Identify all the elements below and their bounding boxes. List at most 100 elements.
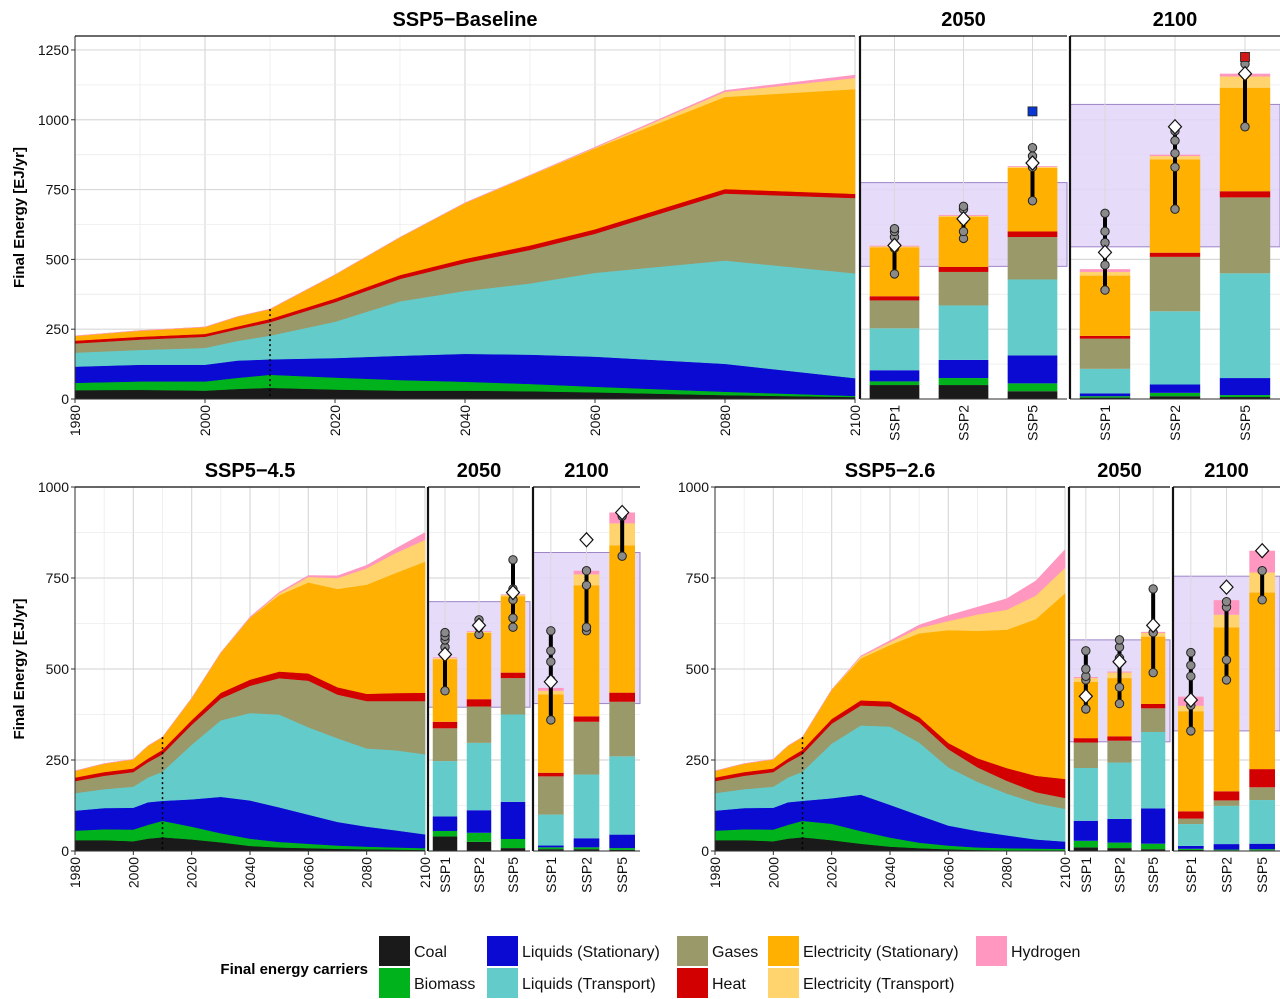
- x-tick-label: 2060: [300, 857, 316, 888]
- bar-heat: [432, 721, 458, 729]
- bar-liq_stat: [573, 838, 600, 848]
- bar-liq_stat: [537, 845, 564, 848]
- bar-coal: [1007, 391, 1058, 399]
- bar-gases: [938, 271, 989, 306]
- panel-title: SSP5−4.5: [205, 460, 296, 482]
- x-tick-label: SSP1: [1078, 857, 1094, 893]
- bar-gases: [609, 701, 636, 757]
- x-tick-label: 2000: [125, 857, 141, 888]
- model-point: [1114, 682, 1125, 692]
- bar-biomass: [1141, 843, 1166, 850]
- bar-elec_stat: [1249, 592, 1276, 770]
- x-tick-label: SSP1: [437, 857, 453, 893]
- x-tick-label: SSP5: [1237, 405, 1253, 441]
- bar-liq_trans: [537, 814, 564, 846]
- model-point: [546, 626, 556, 636]
- bar-liq_stat: [1141, 808, 1166, 844]
- bar-gases: [1177, 818, 1204, 825]
- bar-elec_stat: [466, 632, 492, 700]
- bar-gases: [1213, 800, 1240, 806]
- model-point: [581, 622, 592, 632]
- model-point: [581, 580, 592, 590]
- bar-biomass: [1213, 849, 1240, 851]
- model-point: [508, 622, 518, 632]
- model-point: [508, 613, 518, 623]
- bar-liq_stat: [432, 816, 458, 831]
- x-tick-label: 2020: [824, 857, 840, 888]
- panel-title: 2100: [1204, 460, 1249, 482]
- legend-label-liq_stat: Liquids (Stationary): [522, 944, 660, 961]
- legend-swatch-hydrogen: [976, 936, 1007, 966]
- x-tick-label: 1980: [707, 857, 723, 888]
- model-point: [1186, 726, 1196, 736]
- bar-heat: [1177, 811, 1204, 819]
- bar-biomass: [1249, 849, 1276, 851]
- bar-gases: [1073, 742, 1098, 769]
- bar-liq_trans: [609, 756, 636, 835]
- x-tick-label: 2040: [457, 405, 473, 436]
- model-point: [1100, 285, 1110, 295]
- bar-heat: [1219, 191, 1271, 198]
- model-point: [1027, 196, 1038, 206]
- bar-liq_stat: [1219, 378, 1271, 396]
- y-tick-label: 1000: [38, 112, 69, 128]
- model-point: [958, 226, 969, 237]
- panel-title: SSP5−2.6: [845, 460, 936, 482]
- bar-gases: [1079, 338, 1131, 369]
- y-tick-label: 250: [46, 321, 70, 337]
- bar-biomass: [573, 847, 600, 850]
- y-tick-label: 750: [46, 182, 70, 198]
- model-point: [581, 566, 592, 576]
- legend-swatch-biomass: [379, 968, 410, 998]
- model-point: [1114, 698, 1125, 709]
- x-tick-label: SSP1: [543, 857, 559, 893]
- model-point: [1081, 646, 1091, 656]
- legend-label-heat: Heat: [712, 976, 746, 993]
- median-marker: [1183, 692, 1199, 708]
- bar-heat: [938, 266, 989, 272]
- model-point: [617, 551, 627, 561]
- bar-coal: [432, 836, 458, 851]
- model-point: [1148, 584, 1158, 594]
- bar-gases: [1107, 740, 1132, 763]
- bar-heat: [573, 716, 600, 722]
- y-tick-label: 750: [686, 570, 710, 586]
- bar-coal: [1149, 396, 1201, 399]
- bar-gases: [1141, 708, 1166, 732]
- bar-biomass: [1219, 395, 1271, 398]
- bar-liq_stat: [1079, 393, 1131, 397]
- x-tick-label: SSP2: [1167, 405, 1183, 441]
- x-tick-label: 2100: [847, 405, 863, 436]
- bar-elec_stat: [609, 545, 636, 693]
- bar-coal: [1177, 849, 1204, 851]
- panel-title: 2100: [1153, 9, 1198, 31]
- model-point: [1221, 655, 1232, 665]
- model-point: [1148, 667, 1158, 678]
- median-marker: [887, 237, 902, 254]
- median-marker: [614, 504, 630, 521]
- x-tick-label: 1980: [67, 405, 83, 436]
- bar-biomass: [500, 838, 526, 849]
- legend-swatch-coal: [379, 936, 410, 966]
- bar-heat: [1107, 736, 1132, 741]
- bar-coal: [1141, 849, 1166, 851]
- bar-liq_trans: [573, 774, 600, 839]
- bar-heat: [1141, 703, 1166, 709]
- bar-liq_trans: [432, 761, 458, 817]
- bar-liq_trans: [1249, 800, 1276, 844]
- median-marker: [956, 211, 971, 227]
- x-tick-label: 2060: [940, 857, 956, 888]
- panel-title: 2050: [457, 460, 502, 482]
- bar-coal: [938, 385, 989, 399]
- model-point: [546, 657, 556, 667]
- x-tick-label: 1980: [67, 857, 83, 888]
- bar-liq_stat: [1073, 820, 1098, 841]
- bar-biomass: [869, 381, 920, 386]
- x-tick-label: 2100: [417, 857, 433, 888]
- x-tick-label: SSP2: [1219, 857, 1235, 893]
- y-tick-label: 250: [46, 752, 70, 768]
- y-tick-label: 1000: [678, 479, 709, 495]
- bar-heat: [1149, 252, 1201, 257]
- area-hydrogen: [74, 532, 426, 772]
- model-point: [1221, 675, 1232, 685]
